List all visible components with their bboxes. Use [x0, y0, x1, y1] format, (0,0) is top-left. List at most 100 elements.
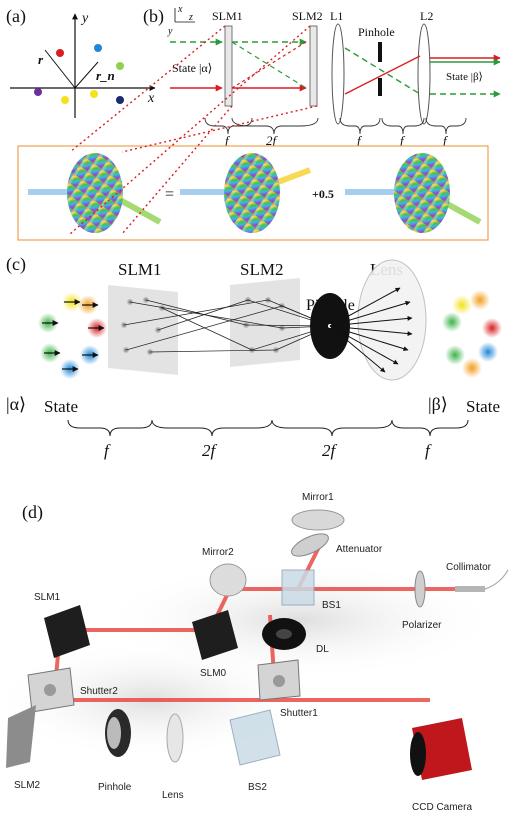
b-l1-lens [331, 23, 345, 125]
d-lens [166, 713, 184, 763]
c-state-out-ket: |β⟩ [428, 394, 448, 414]
panel-c: (c) SLM1 SLM2 Pinhole Lens [6, 254, 502, 460]
b-brace-2f [231, 117, 319, 135]
b-f-5: f [443, 133, 449, 148]
c-f-2: 2f [202, 441, 218, 460]
c-input-arrows [42, 299, 105, 372]
d-bs1 [281, 569, 315, 606]
r-label: r [38, 52, 44, 67]
b-slm1-label: SLM1 [212, 9, 243, 23]
panel-a-tag: (a) [6, 6, 26, 27]
b-plus: +0.5 [312, 187, 334, 201]
d-shutter1-aperture [273, 675, 285, 687]
d-collimator-label: Collimator [446, 562, 492, 573]
d-dl-label: DL [316, 644, 329, 655]
b-state-in: State |α⟩ [172, 61, 212, 75]
b-pinhole-label: Pinhole [358, 25, 395, 39]
spot-green [116, 62, 124, 70]
d-polarizer-label: Polarizer [402, 620, 442, 631]
d-bs1-label: BS1 [322, 600, 341, 611]
b-pinhole-bottom [378, 78, 382, 96]
panel-d-tag: (d) [22, 502, 43, 523]
b-beam-green-1 [118, 197, 162, 225]
c-state-in-ket: |α⟩ [6, 394, 26, 414]
b-l2-label: L2 [420, 9, 433, 23]
c-output-spots [442, 290, 502, 378]
c-f-4: f [425, 441, 432, 460]
d-lens-label: Lens [162, 790, 184, 801]
d-delay-line-center [276, 629, 292, 639]
panel-c-tag: (c) [6, 254, 26, 275]
c-braces [67, 419, 469, 437]
c-f-3: 2f [322, 441, 338, 460]
rn-label: r_n [96, 68, 115, 83]
b-brace-f2 [339, 117, 381, 135]
d-mirror2-label: Mirror2 [202, 547, 234, 558]
spot-yellow-2 [90, 90, 98, 98]
c-slm1-label: SLM1 [118, 260, 161, 279]
d-pinhole-inner [107, 717, 121, 749]
c-out-rays [329, 287, 413, 373]
rn-vector [74, 61, 99, 89]
d-mirror1-label: Mirror1 [302, 492, 334, 503]
c-slm2-label: SLM2 [240, 260, 283, 279]
b-l2-lens [417, 23, 431, 125]
panel-b: (b) x z y SLM1 SLM2 L1 Pinhole L2 State [17, 4, 501, 241]
d-shutter2-label: Shutter2 [80, 686, 118, 697]
b-green-after-l1 [344, 47, 421, 95]
c-state-in-word: State [44, 397, 78, 416]
b-f-3: f [357, 133, 363, 148]
b-projection-lines [69, 25, 318, 235]
spot-yellow [61, 96, 69, 104]
d-collimator [455, 586, 485, 592]
r-vector [44, 49, 76, 89]
spot-blue [94, 44, 102, 52]
d-attenuator-label: Attenuator [336, 544, 383, 555]
b-f-1: f [225, 133, 231, 148]
d-ccd-camera [412, 718, 472, 780]
b-l1-label: L1 [330, 9, 343, 23]
d-slm0 [192, 610, 238, 660]
d-slm2 [6, 705, 36, 768]
panel-b-tag: (b) [143, 6, 164, 27]
d-attenuator [291, 533, 329, 557]
d-bs2-label: BS2 [248, 782, 267, 793]
spot-purple [34, 88, 42, 96]
b-slm1-plate [224, 25, 233, 107]
c-f-1: f [104, 441, 111, 460]
d-ccd-lens [410, 732, 426, 776]
b-brace-f3 [381, 117, 425, 135]
b-brace-f4 [425, 117, 467, 135]
d-fiber [484, 569, 509, 590]
d-shutter2-aperture [44, 684, 56, 696]
b-equals: = [165, 186, 174, 203]
b-red-cross [231, 41, 307, 89]
spot-red [56, 49, 64, 57]
d-slm1 [44, 605, 90, 658]
b-hologram-2 [224, 153, 280, 233]
d-ccd-label: CCD Camera [412, 802, 472, 813]
d-mirror2 [209, 563, 247, 597]
b-green-cross [231, 41, 307, 89]
d-polarizer [414, 570, 426, 608]
d-slm1-label: SLM1 [34, 592, 61, 603]
spot-navy [116, 96, 124, 104]
d-mirror1 [291, 509, 345, 531]
d-slm0-label: SLM0 [200, 668, 227, 679]
panel-a: (a) x y r r_n [6, 6, 156, 118]
x-axis-label: x [147, 91, 155, 106]
b-y-label: y [167, 26, 173, 37]
b-f-4: f [400, 133, 406, 148]
b-hologram-1 [67, 153, 123, 233]
b-x-label: x [177, 4, 183, 15]
b-slm2-label: SLM2 [292, 9, 323, 23]
b-pinhole-top [378, 42, 382, 62]
b-slm2-plate [309, 25, 318, 107]
panel-d: (d) Mirror1 Attenuator Mirror2 Collimato… [0, 492, 509, 813]
d-pinhole-label: Pinhole [98, 782, 132, 793]
c-state-out-word: State [466, 397, 500, 416]
b-hologram-3 [394, 153, 450, 233]
c-slm2-plane [230, 278, 300, 367]
d-bs2 [229, 709, 281, 766]
